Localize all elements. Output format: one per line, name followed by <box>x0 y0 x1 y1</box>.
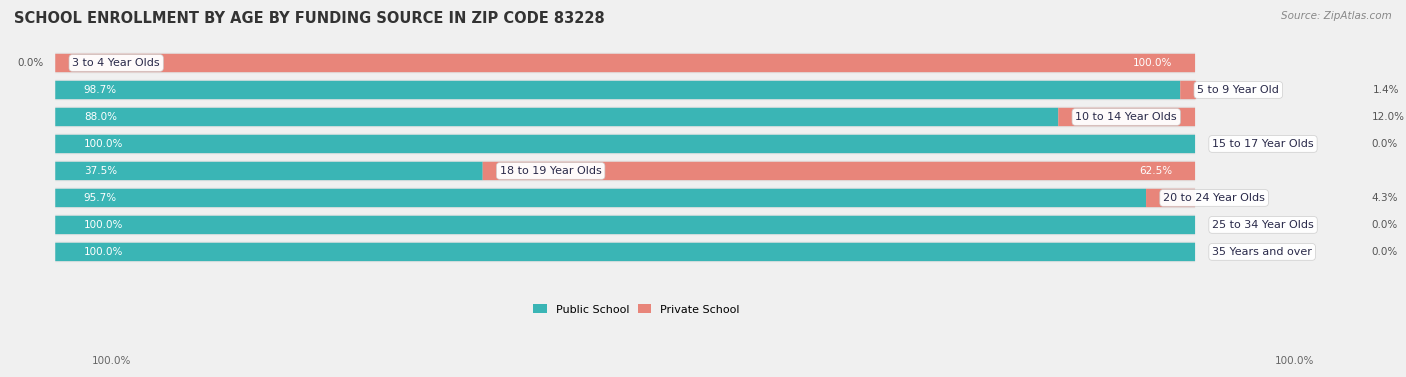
Text: 88.0%: 88.0% <box>84 112 117 122</box>
Text: 100.0%: 100.0% <box>84 139 124 149</box>
Text: 0.0%: 0.0% <box>1372 139 1398 149</box>
Text: Source: ZipAtlas.com: Source: ZipAtlas.com <box>1281 11 1392 21</box>
Text: 20 to 24 Year Olds: 20 to 24 Year Olds <box>1163 193 1265 203</box>
Text: 15 to 17 Year Olds: 15 to 17 Year Olds <box>1212 139 1313 149</box>
Text: 100.0%: 100.0% <box>1133 58 1173 68</box>
FancyBboxPatch shape <box>55 81 1180 99</box>
Text: 3 to 4 Year Olds: 3 to 4 Year Olds <box>72 58 160 68</box>
FancyBboxPatch shape <box>55 215 1195 235</box>
Legend: Public School, Private School: Public School, Private School <box>529 300 744 319</box>
FancyBboxPatch shape <box>1146 189 1195 207</box>
Text: 5 to 9 Year Old: 5 to 9 Year Old <box>1198 85 1279 95</box>
FancyBboxPatch shape <box>55 135 1195 153</box>
FancyBboxPatch shape <box>482 162 1195 180</box>
FancyBboxPatch shape <box>55 216 1195 234</box>
Text: 95.7%: 95.7% <box>84 193 117 203</box>
FancyBboxPatch shape <box>55 243 1195 261</box>
Text: SCHOOL ENROLLMENT BY AGE BY FUNDING SOURCE IN ZIP CODE 83228: SCHOOL ENROLLMENT BY AGE BY FUNDING SOUR… <box>14 11 605 26</box>
Text: 100.0%: 100.0% <box>1275 356 1315 366</box>
FancyBboxPatch shape <box>55 242 1195 262</box>
FancyBboxPatch shape <box>55 54 1195 72</box>
Text: 18 to 19 Year Olds: 18 to 19 Year Olds <box>499 166 602 176</box>
FancyBboxPatch shape <box>55 108 1059 126</box>
Text: 62.5%: 62.5% <box>1139 166 1173 176</box>
FancyBboxPatch shape <box>55 53 1195 73</box>
Text: 0.0%: 0.0% <box>1372 247 1398 257</box>
Text: 0.0%: 0.0% <box>1372 220 1398 230</box>
Text: 37.5%: 37.5% <box>84 166 117 176</box>
Text: 1.4%: 1.4% <box>1372 85 1399 95</box>
FancyBboxPatch shape <box>1059 108 1195 126</box>
Text: 98.7%: 98.7% <box>84 85 117 95</box>
FancyBboxPatch shape <box>55 189 1146 207</box>
Text: 100.0%: 100.0% <box>91 356 131 366</box>
FancyBboxPatch shape <box>55 162 482 180</box>
Text: 12.0%: 12.0% <box>1372 112 1405 122</box>
Text: 35 Years and over: 35 Years and over <box>1212 247 1312 257</box>
Text: 100.0%: 100.0% <box>84 220 124 230</box>
FancyBboxPatch shape <box>55 80 1195 100</box>
FancyBboxPatch shape <box>1180 81 1197 99</box>
Text: 10 to 14 Year Olds: 10 to 14 Year Olds <box>1076 112 1177 122</box>
FancyBboxPatch shape <box>55 188 1195 208</box>
Text: 100.0%: 100.0% <box>84 247 124 257</box>
FancyBboxPatch shape <box>55 161 1195 181</box>
FancyBboxPatch shape <box>55 107 1195 127</box>
Text: 25 to 34 Year Olds: 25 to 34 Year Olds <box>1212 220 1315 230</box>
FancyBboxPatch shape <box>55 134 1195 154</box>
Text: 4.3%: 4.3% <box>1372 193 1398 203</box>
Text: 0.0%: 0.0% <box>18 58 44 68</box>
